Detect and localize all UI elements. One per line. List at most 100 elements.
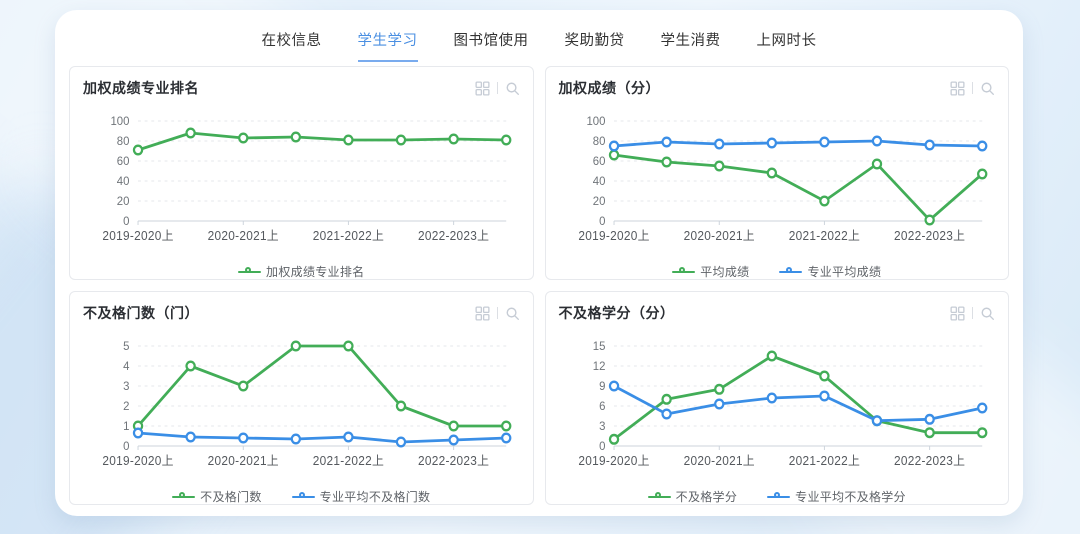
card-header: 加权成绩专业排名 bbox=[83, 78, 520, 98]
chart-toolbox bbox=[474, 305, 520, 321]
zoom-icon[interactable] bbox=[505, 81, 520, 96]
svg-text:0: 0 bbox=[599, 215, 606, 228]
card-title: 不及格学分（分） bbox=[558, 305, 675, 321]
svg-text:40: 40 bbox=[592, 175, 605, 188]
svg-text:2022-2023上: 2022-2023上 bbox=[418, 454, 489, 468]
legend-label: 平均成绩 bbox=[700, 265, 750, 279]
line-chart-svg: 0 1 2 3 4 5 2019-2020上 2020-2021上 2021-2022上 2022… bbox=[102, 340, 512, 468]
legend-item[interactable]: 不及格门数 bbox=[172, 488, 262, 505]
svg-text:20: 20 bbox=[592, 195, 605, 208]
data-view-icon[interactable] bbox=[474, 80, 490, 96]
legend-line-marker bbox=[238, 266, 262, 277]
card-header: 加权成绩（分） bbox=[559, 78, 996, 98]
line-chart: 0 3 6 9 12 15 2019-2020上 2020-2021上 2021-2022上 20… bbox=[559, 332, 996, 487]
toolbox-divider bbox=[496, 307, 498, 319]
chart-card-failed-courses: 不及格门数（门） 0 1 2 3 4 5 2019-2020上 2020-2021上 2021-… bbox=[69, 291, 534, 505]
tab-item[interactable]: 学生学习 bbox=[357, 29, 418, 62]
legend-item[interactable]: 专业平均成绩 bbox=[779, 263, 881, 280]
legend-item[interactable]: 不及格学分 bbox=[647, 488, 738, 505]
line-chart: 0 20 40 60 80 100 2019-2020上 2020-2021上 2021-202… bbox=[559, 107, 996, 262]
card-title: 不及格门数（门） bbox=[83, 305, 199, 321]
svg-text:1: 1 bbox=[123, 420, 129, 433]
tab-item[interactable]: 在校信息 bbox=[261, 33, 322, 49]
chart-toolbox bbox=[950, 80, 995, 96]
legend-line-marker bbox=[767, 491, 791, 502]
svg-text:2021-2022上: 2021-2022上 bbox=[788, 229, 859, 243]
tab-item[interactable]: 上网时长 bbox=[756, 33, 817, 49]
chart-legend: 加权成绩专业排名 bbox=[83, 263, 520, 280]
legend-line-marker bbox=[291, 491, 315, 502]
svg-text:2021-2022上: 2021-2022上 bbox=[313, 454, 384, 468]
svg-text:80: 80 bbox=[592, 135, 605, 148]
svg-text:20: 20 bbox=[117, 195, 130, 208]
main-panel: 在校信息 学生学习 图书馆使用 奖助勤贷 学生消费 上网时长 加权成绩专业排名 0 20 40… bbox=[55, 10, 1023, 516]
data-view-icon[interactable] bbox=[474, 305, 490, 321]
line-chart-svg: 0 3 6 9 12 15 2019-2020上 2020-2021上 2021-2022上 20… bbox=[578, 340, 987, 468]
chart-card-failed-credits: 不及格学分（分） 0 3 6 9 12 15 2019-2020上 2020-2021上 202… bbox=[544, 291, 1009, 505]
chart-legend: 平均成绩 专业平均成绩 bbox=[559, 263, 996, 280]
line-chart: 0 20 40 60 80 100 2019-2020上 2020-2021上 2021-202… bbox=[83, 107, 520, 262]
legend-line-marker bbox=[672, 266, 696, 277]
legend-line-marker bbox=[172, 491, 196, 502]
legend-item[interactable]: 加权成绩专业排名 bbox=[238, 263, 364, 280]
svg-text:2019-2020上: 2019-2020上 bbox=[578, 229, 649, 243]
tab-item[interactable]: 学生消费 bbox=[660, 33, 721, 49]
legend-item[interactable]: 专业平均不及格门数 bbox=[291, 488, 431, 505]
svg-text:3: 3 bbox=[599, 420, 605, 433]
svg-text:2020-2021上: 2020-2021上 bbox=[208, 454, 279, 468]
line-chart-svg: 0 20 40 60 80 100 2019-2020上 2020-2021上 2021-202… bbox=[102, 115, 512, 243]
card-title: 加权成绩（分） bbox=[558, 80, 660, 96]
svg-text:2021-2022上: 2021-2022上 bbox=[788, 454, 859, 468]
legend-line-marker bbox=[779, 266, 803, 277]
toolbox-divider bbox=[496, 82, 498, 94]
svg-text:100: 100 bbox=[586, 115, 605, 128]
card-header: 不及格门数（门） bbox=[83, 303, 520, 323]
legend-item[interactable]: 专业平均不及格学分 bbox=[767, 488, 906, 505]
svg-text:3: 3 bbox=[123, 380, 129, 393]
chart-card-weighted-score: 加权成绩（分） 0 20 40 60 80 100 2019-2020上 2020-2021上… bbox=[544, 66, 1009, 280]
toolbox-divider bbox=[972, 307, 973, 319]
data-view-icon[interactable] bbox=[950, 80, 965, 96]
data-view-icon[interactable] bbox=[950, 305, 965, 321]
legend-item[interactable]: 平均成绩 bbox=[672, 263, 749, 280]
legend-label: 加权成绩专业排名 bbox=[266, 265, 365, 279]
zoom-icon[interactable] bbox=[980, 81, 995, 96]
zoom-icon[interactable] bbox=[980, 306, 995, 321]
tab-item[interactable]: 图书馆使用 bbox=[453, 33, 529, 49]
tab-item[interactable]: 奖助勤贷 bbox=[564, 33, 625, 49]
svg-text:0: 0 bbox=[123, 215, 130, 228]
svg-text:2020-2021上: 2020-2021上 bbox=[683, 454, 754, 468]
svg-text:12: 12 bbox=[592, 360, 605, 373]
svg-text:2019-2020上: 2019-2020上 bbox=[102, 454, 173, 468]
svg-text:40: 40 bbox=[117, 175, 130, 188]
svg-text:2019-2020上: 2019-2020上 bbox=[578, 454, 649, 468]
chart-toolbox bbox=[474, 80, 520, 96]
chart-legend: 不及格门数 专业平均不及格门数 bbox=[83, 488, 520, 505]
legend-label: 专业平均成绩 bbox=[807, 265, 882, 279]
svg-text:2022-2023上: 2022-2023上 bbox=[418, 229, 489, 243]
chart-toolbox bbox=[950, 305, 995, 321]
zoom-icon[interactable] bbox=[505, 306, 520, 321]
svg-text:2020-2021上: 2020-2021上 bbox=[683, 229, 754, 243]
svg-text:2019-2020上: 2019-2020上 bbox=[102, 229, 173, 243]
chart-legend: 不及格学分 专业平均不及格学分 bbox=[559, 488, 996, 505]
line-chart-svg: 0 20 40 60 80 100 2019-2020上 2020-2021上 2021-202… bbox=[578, 115, 987, 243]
chart-grid: 加权成绩专业排名 0 20 40 60 80 100 2019-2020上 2020-2021… bbox=[69, 66, 1009, 505]
svg-text:60: 60 bbox=[117, 155, 130, 168]
svg-text:80: 80 bbox=[117, 135, 130, 148]
legend-line-marker bbox=[647, 491, 671, 502]
svg-text:15: 15 bbox=[592, 340, 605, 353]
card-title: 加权成绩专业排名 bbox=[83, 80, 199, 96]
chart-card-weighted-rank: 加权成绩专业排名 0 20 40 60 80 100 2019-2020上 2020-2021… bbox=[69, 66, 534, 280]
svg-text:2022-2023上: 2022-2023上 bbox=[893, 454, 964, 468]
svg-text:2022-2023上: 2022-2023上 bbox=[893, 229, 964, 243]
svg-text:0: 0 bbox=[599, 440, 606, 453]
legend-label: 不及格门数 bbox=[200, 490, 262, 504]
svg-text:60: 60 bbox=[592, 155, 605, 168]
svg-text:2: 2 bbox=[123, 400, 129, 413]
svg-text:2021-2022上: 2021-2022上 bbox=[313, 229, 384, 243]
svg-text:100: 100 bbox=[110, 115, 129, 128]
svg-text:4: 4 bbox=[123, 360, 130, 373]
svg-text:6: 6 bbox=[599, 400, 605, 413]
card-header: 不及格学分（分） bbox=[559, 303, 996, 323]
